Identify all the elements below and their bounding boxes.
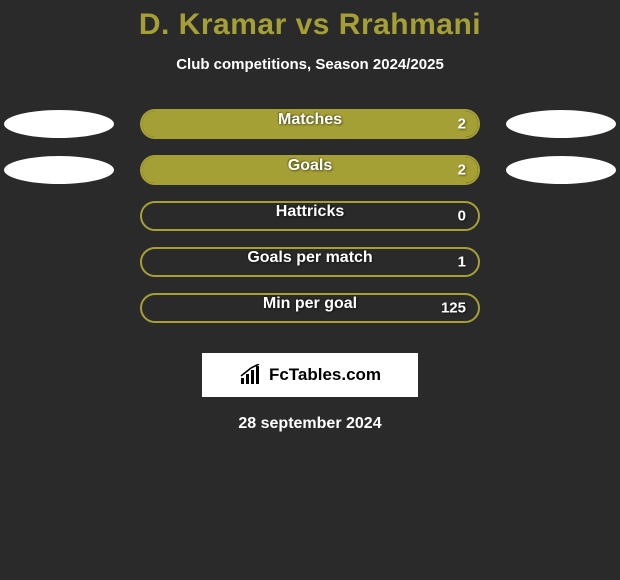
stat-value-right: 2: [458, 116, 466, 133]
stat-row: Min per goal 125: [0, 285, 620, 331]
stat-bar-track: Min per goal 125: [140, 293, 480, 323]
stat-bar-track: Matches2: [140, 109, 480, 139]
stat-value-right: 2: [458, 162, 466, 179]
player-marker-right: [506, 156, 616, 184]
stat-label: Min per goal: [263, 295, 357, 313]
chart-icon: [239, 364, 263, 386]
stat-bar-fill-right: [142, 111, 478, 137]
stats-list: Matches2 Goals2 Hattricks 0 Goals per match 1…: [0, 101, 620, 331]
player-marker-right: [506, 110, 616, 138]
page-title: D. Kramar vs Rrahmani: [0, 8, 620, 42]
brand-badge[interactable]: FcTables.com: [202, 353, 418, 397]
stat-row: Matches2: [0, 101, 620, 147]
brand-label: FcTables.com: [269, 365, 381, 385]
stat-bar-track: Hattricks 0: [140, 201, 480, 231]
stat-label: Hattricks: [276, 203, 344, 221]
stat-value-right: 1: [458, 254, 466, 271]
subtitle: Club competitions, Season 2024/2025: [0, 56, 620, 73]
stat-row: Goals per match 1: [0, 239, 620, 285]
date-label: 28 september 2024: [0, 415, 620, 433]
stat-bar-track: Goals2: [140, 155, 480, 185]
stat-label: Goals per match: [247, 249, 372, 267]
stat-value-right: 0: [458, 208, 466, 225]
player-marker-left: [4, 110, 114, 138]
stat-row: Goals2: [0, 147, 620, 193]
comparison-widget: D. Kramar vs Rrahmani Club competitions,…: [0, 0, 620, 433]
player-marker-left: [4, 156, 114, 184]
stat-bar-fill-right: [142, 157, 478, 183]
stat-value-right: 125: [441, 300, 466, 317]
stat-bar-track: Goals per match 1: [140, 247, 480, 277]
stat-row: Hattricks 0: [0, 193, 620, 239]
